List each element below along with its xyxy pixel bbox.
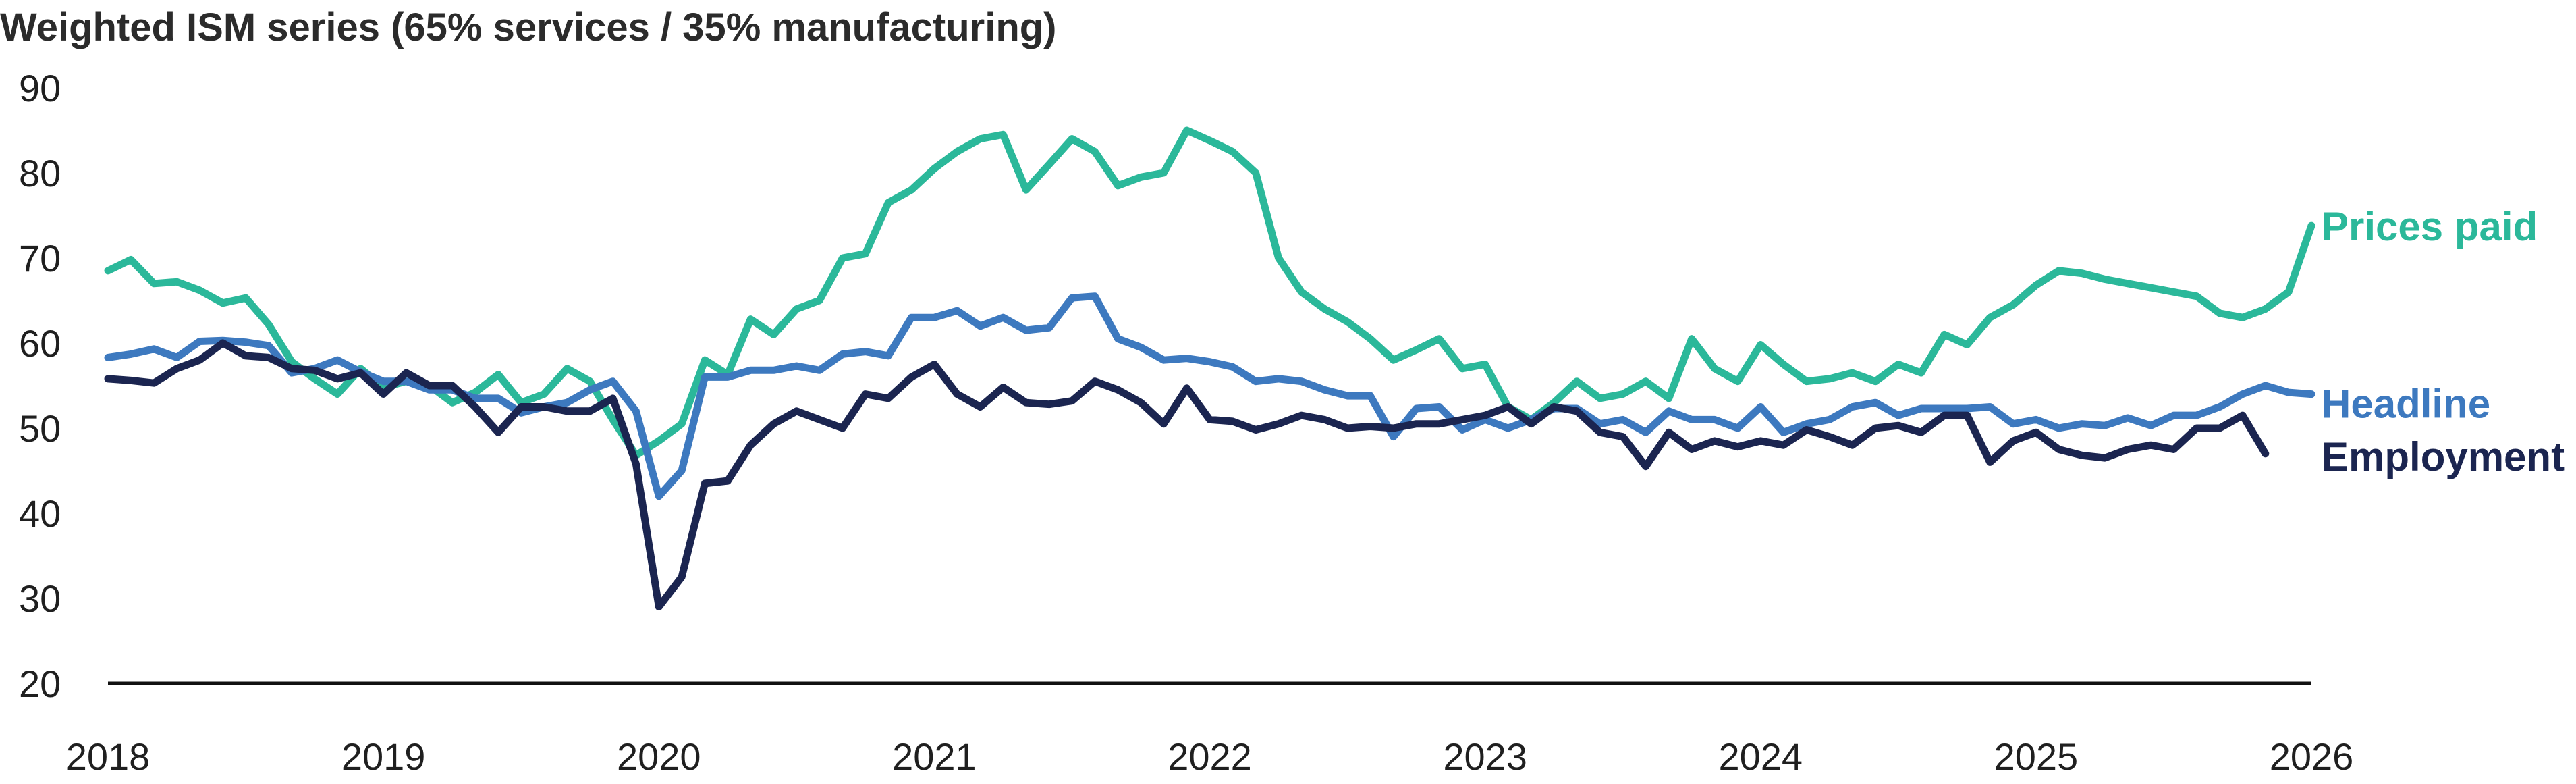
y-tick-label: 80 [19, 152, 61, 194]
x-tick-label: 2023 [1443, 735, 1527, 778]
series-label-employment: Employment [2322, 434, 2565, 479]
x-tick-label: 2019 [341, 735, 426, 778]
y-tick-label: 70 [19, 237, 61, 280]
x-axis-tick-labels: 2018 2019 2020 2021 2022 2023 2024 2025 2026 [66, 735, 2354, 778]
x-tick-label: 2018 [66, 735, 150, 778]
x-tick-label: 2025 [1994, 735, 2079, 778]
y-tick-label: 60 [19, 322, 61, 365]
y-tick-label: 20 [19, 662, 61, 705]
x-tick-label: 2022 [1168, 735, 1252, 778]
y-tick-label: 30 [19, 577, 61, 620]
series-lines [104, 126, 2315, 611]
series-line-headline [104, 292, 2315, 500]
x-tick-label: 2026 [2270, 735, 2354, 778]
y-tick-label: 40 [19, 492, 61, 535]
x-tick-label: 2021 [892, 735, 977, 778]
y-tick-label: 90 [19, 67, 61, 109]
x-tick-label: 2024 [1718, 735, 1803, 778]
series-line-employment [104, 339, 2270, 611]
series-label-prices-paid: Prices paid [2322, 204, 2538, 249]
series-label-headline: Headline [2322, 382, 2490, 427]
series-line-prices-paid [104, 126, 2315, 459]
x-tick-label: 2020 [617, 735, 701, 778]
chart-title: Weighted ISM series (65% services / 35% … [0, 5, 1057, 49]
series-labels: Prices paid Headline Employment [2322, 204, 2565, 479]
y-axis-tick-labels: 20 30 40 50 60 70 80 90 [19, 67, 61, 705]
y-tick-label: 50 [19, 407, 61, 450]
